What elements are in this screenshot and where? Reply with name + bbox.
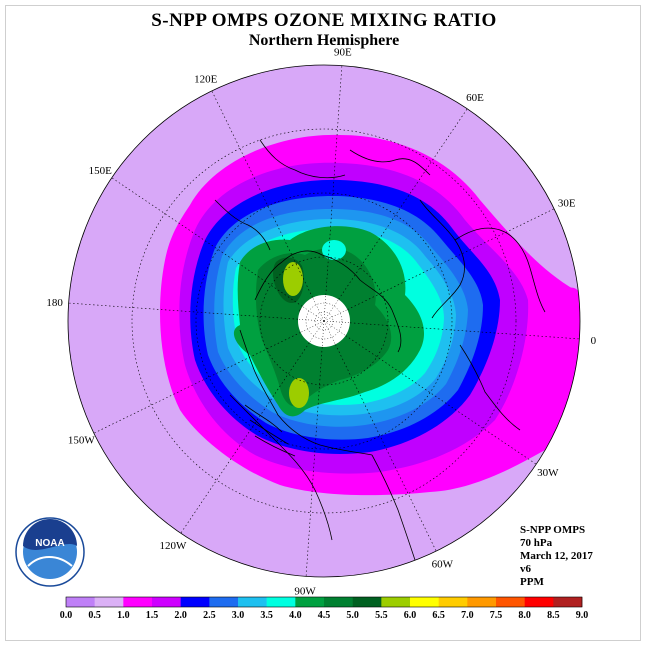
colorbar-swatch [66,597,95,607]
colorbar-tick-label: 9.0 [576,610,589,621]
colorbar-swatch [352,597,382,607]
pole-meridian [312,297,325,322]
colorbar-swatch [496,597,525,607]
colorbar-swatch [524,597,554,607]
colorbar-swatch [410,597,439,607]
colorbar-tick-label: 2.5 [203,610,216,621]
info-units: PPM [520,576,544,588]
colorbar-swatch [94,597,124,607]
colorbar-swatch [152,597,181,607]
colorbar-swatch [123,597,153,607]
colorbar-tick-label: 7.0 [461,610,474,621]
longitude-label-180: 180 [46,297,63,309]
pole-meridian [323,320,350,324]
pole-meridian [298,318,325,322]
longitude-label-150w: 150W [68,434,96,446]
map-boundary [67,64,581,578]
colorbar-swatch [209,597,239,607]
colorbar-swatch [180,597,210,607]
colorbar-swatch [467,597,497,607]
pole-meridian [323,320,346,336]
longitude-label-120w: 120W [160,540,188,552]
colorbar-tick-label: 3.0 [232,610,245,621]
longitude-label-30e: 30E [558,198,576,210]
pole-meridian [302,306,325,322]
map-title: S-NPP OMPS OZONE MIXING RATIO [151,10,497,31]
colorbar-tick-label: 0.5 [88,610,101,621]
pole-meridian [323,309,348,322]
coastlines [214,139,546,561]
colorbar-tick-label: 0.0 [60,610,73,621]
longitude-label-150e: 150E [89,165,113,177]
pole-meridian [309,320,325,343]
colorbar-tick-label: 6.5 [432,610,445,621]
longitude-label-90e: 90E [334,47,352,59]
pole-parallel [305,302,343,340]
colorbar-tick-label: 4.0 [289,610,302,621]
noaa-logo: NOAA [15,517,85,587]
info-instrument: S-NPP OMPS [520,524,586,536]
pole-parallel [314,311,334,331]
contour-island [322,240,346,260]
colorbar-tick-label: 3.5 [260,610,273,621]
colorbar-tick-label: 6.0 [404,610,417,621]
info-pressure: 70 hPa [520,537,553,549]
colorbar-swatch [266,597,296,607]
colorbar-border [65,596,583,608]
longitude-label-60e: 60E [466,92,484,104]
colorbar-swatch [238,597,267,607]
parallel-circle [195,192,453,450]
pole-meridian [321,320,325,347]
pole-meridian [323,320,336,345]
colorbar-tick-label: 1.5 [146,610,159,621]
colorbar-tick-label: 1.0 [117,610,130,621]
longitude-label-90w: 90W [294,585,316,597]
plot-frame [5,5,641,641]
colorbar-swatch [295,597,325,607]
colorbar-swatch [553,597,583,607]
colorbar-tick-label: 8.5 [547,610,560,621]
pole-graticule [298,295,350,347]
longitude-label-120e: 120E [194,73,218,85]
graticule [68,65,580,577]
pole-meridian [323,295,327,322]
colorbar-swatch [381,597,411,607]
parallel-circle [131,128,517,514]
info-block: S-NPP OMPS 70 hPa March 12, 2017 v6 PPM [520,524,593,589]
map-subtitle: Northern Hemisphere [248,32,400,49]
colorbar-tick-label: 7.5 [490,610,503,621]
info-date: March 12, 2017 [520,550,593,562]
colorbar-tick-label: 2.0 [174,610,187,621]
longitude-label-60w: 60W [432,559,454,571]
pole-meridian [323,299,339,322]
longitude-label-0: 0 [591,335,597,347]
colorbar-tick-label: 4.5 [318,610,331,621]
colorbar-tick-label: 5.0 [346,610,359,621]
longitude-labels: 90E 60E 30E 0 30W 60W 90W 120W 150W 180 150E 120E [46,47,596,598]
colorbar-tick-label: 8.0 [518,610,531,621]
colorbar: 0.0 0.5 1.0 1.5 2.0 2.5 3.0 3.5 4.0 4.5 5.0 5.5 6.0 6… [60,596,589,621]
colorbar-swatch [438,597,468,607]
contour-6-0-a [283,262,303,296]
info-version: v6 [520,563,531,575]
ozone-field [68,65,580,577]
contour-6-0-b [289,378,309,408]
longitude-label-30w: 30W [537,467,559,479]
colorbar-tick-label: 5.5 [375,610,388,621]
logo-wordmark: NOAA [35,538,64,549]
pole-meridian [300,320,325,333]
colorbar-swatch [324,597,353,607]
parallel-circle [259,256,389,386]
